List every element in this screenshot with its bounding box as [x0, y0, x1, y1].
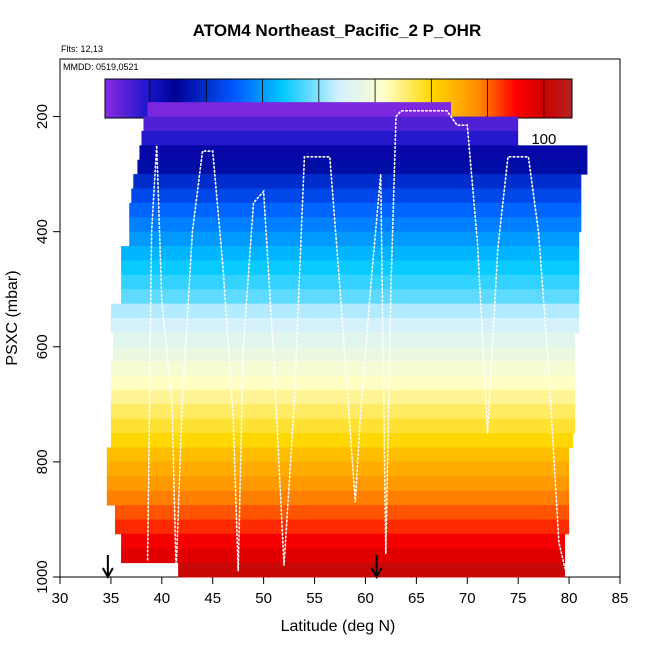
x-tick-label: 75 [510, 590, 527, 607]
flight-track-line [146, 110, 566, 572]
x-tick-label: 85 [612, 590, 629, 607]
arrow-marker [101, 555, 114, 580]
x-tick-label: 50 [255, 590, 272, 607]
data-cell [110, 375, 576, 391]
data-cell [178, 562, 566, 578]
data-cell [106, 461, 570, 477]
y-axis-label: PSXC (mbar) [4, 270, 21, 365]
data-cell [110, 433, 574, 448]
arrow-marker [370, 555, 383, 580]
data-cell [137, 159, 588, 175]
data-cell [110, 389, 576, 405]
date-note: MMDD: 0519,0521 [63, 62, 139, 72]
data-cell [106, 476, 570, 492]
data-cells [106, 102, 588, 578]
data-cell [114, 519, 570, 535]
data-cell [110, 404, 576, 420]
x-tick-label: 65 [408, 590, 425, 607]
y-tick-label: 600 [34, 334, 51, 359]
data-cell [129, 217, 582, 233]
data-cell [143, 116, 519, 132]
flights-note: Flts: 12,13 [61, 44, 103, 54]
data-cell [121, 533, 566, 549]
chart-title: ATOM4 Northeast_Pacific_2 P_OHR [193, 21, 481, 40]
x-tick-label: 80 [561, 590, 578, 607]
data-cell [147, 102, 451, 118]
x-tick-label: 60 [357, 590, 374, 607]
data-cell [121, 274, 580, 290]
y-tick-label: 1000 [34, 560, 51, 593]
data-cell [121, 548, 566, 564]
data-cell [106, 490, 570, 506]
data-cell [110, 361, 576, 377]
flight-track [146, 110, 566, 572]
data-cell [139, 145, 588, 161]
x-axis-label: Latitude (deg N) [281, 618, 396, 635]
y-tick-label: 400 [34, 219, 51, 244]
data-cell [121, 246, 580, 261]
x-tick-label: 55 [306, 590, 323, 607]
data-cell [121, 260, 580, 276]
x-axis: 30 35 40 45 50 55 60 65 70 75 80 85 [52, 577, 629, 607]
data-cell [110, 418, 576, 434]
x-tick-label: 40 [153, 590, 170, 607]
data-cell [129, 231, 580, 247]
x-tick-label: 35 [103, 590, 120, 607]
data-cell [141, 130, 519, 146]
y-tick-label: 200 [34, 104, 51, 129]
data-cell [110, 318, 580, 333]
colorbar-tick-label: 100 [531, 131, 556, 148]
x-tick-label: 70 [459, 590, 476, 607]
data-cell [129, 202, 582, 218]
flight-arrows [101, 555, 383, 580]
data-cell [133, 174, 582, 189]
data-cell [110, 303, 580, 319]
y-tick-label: 800 [34, 449, 51, 474]
data-cell [114, 505, 570, 520]
data-cell [106, 447, 570, 463]
data-cell [121, 289, 580, 305]
x-tick-label: 45 [204, 590, 221, 607]
x-tick-label: 30 [52, 590, 69, 607]
y-axis: 200 400 600 800 1000 [34, 104, 60, 594]
data-cell [131, 188, 582, 204]
